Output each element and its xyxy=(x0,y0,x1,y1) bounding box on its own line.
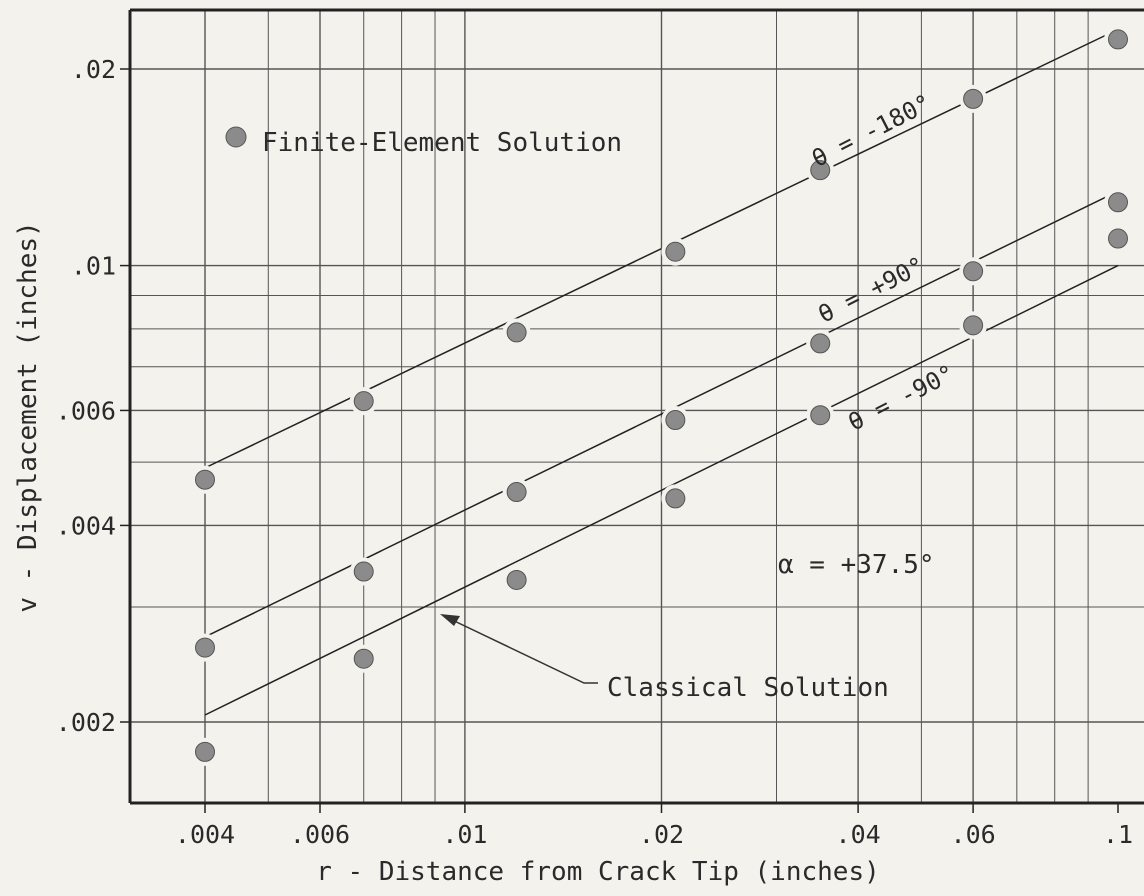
fe-point xyxy=(195,469,215,490)
fe-point xyxy=(506,569,527,590)
fe-point xyxy=(1108,192,1128,213)
fe-point xyxy=(353,648,374,669)
x-tick-label: .02 xyxy=(639,820,684,849)
x-tick-label: .01 xyxy=(442,820,487,849)
x-tick-label: .006 xyxy=(290,820,350,849)
fe-point xyxy=(665,488,686,509)
y-tick-label: .006 xyxy=(56,396,116,425)
legend-label: Finite-Element Solution xyxy=(262,128,622,158)
x-axis-label: r - Distance from Crack Tip (inches) xyxy=(316,857,880,887)
fe-point xyxy=(810,333,831,354)
fe-point xyxy=(353,391,374,412)
x-tick-label: .06 xyxy=(951,820,996,849)
classical-solution-label: Classical Solution xyxy=(607,673,889,703)
classical-arrowhead xyxy=(440,614,460,626)
fe-point xyxy=(1108,29,1128,50)
data-points xyxy=(191,25,1132,766)
legend: Finite-Element Solution xyxy=(225,126,622,158)
x-tick-label: .004 xyxy=(175,820,235,849)
x-tick-label: .04 xyxy=(836,820,881,849)
fe-point xyxy=(195,637,215,658)
classical-solution-callout: Classical Solution xyxy=(440,614,889,703)
classical-line-2 xyxy=(204,264,1119,716)
fe-point xyxy=(665,410,686,431)
plot-frame xyxy=(128,8,1144,805)
x-tick-label: .1 xyxy=(1103,820,1133,849)
fe-point xyxy=(195,741,215,762)
alpha-annotation: α = +37.5° xyxy=(778,550,935,580)
legend-marker xyxy=(225,126,247,148)
fe-point xyxy=(963,88,984,109)
y-tick-label: .002 xyxy=(56,708,116,737)
fe-point xyxy=(1108,228,1128,249)
y-axis-label: v - Displacement (inches) xyxy=(13,221,43,612)
y-tick-label: .01 xyxy=(71,252,116,281)
fe-point xyxy=(963,315,984,336)
fe-point xyxy=(665,241,686,262)
grid xyxy=(130,10,1144,803)
fe-point xyxy=(810,405,831,426)
classical-leader-line xyxy=(445,616,598,684)
tick-labels: .004 .006 .01 .02 .04 .06 .1 .002 .004 .006 .01 .02 xyxy=(56,55,1133,849)
fe-point xyxy=(963,261,984,282)
fe-point xyxy=(353,561,374,582)
fe-point xyxy=(810,160,831,181)
fe-point xyxy=(506,482,527,503)
fe-point xyxy=(506,322,527,343)
y-tick-label: .004 xyxy=(56,511,116,540)
y-tick-label: .02 xyxy=(71,55,116,84)
